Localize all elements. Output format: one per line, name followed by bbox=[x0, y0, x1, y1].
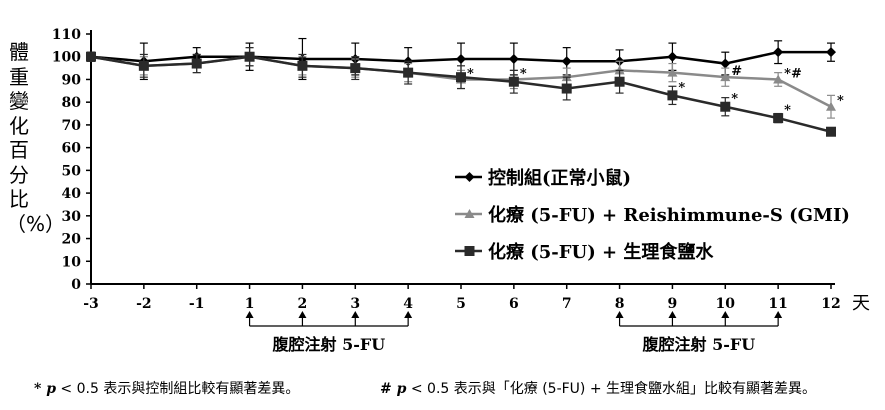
footnote-hash: # p < 0.5 表示與「化療 (5-FU) + 生理食鹽水組」比較有顯著差異… bbox=[380, 378, 816, 398]
x-tick-label: 1 bbox=[245, 296, 255, 312]
injection-label: 腹腔注射 5-FU bbox=[273, 335, 386, 354]
significance-mark: # bbox=[731, 64, 742, 79]
y-tick-label: 0 bbox=[71, 277, 81, 293]
series-point bbox=[667, 90, 678, 101]
injection-arrowhead bbox=[668, 311, 677, 318]
series-point bbox=[561, 83, 572, 94]
injection-arrowhead bbox=[615, 311, 624, 318]
footnote-hash-symbol: # p bbox=[380, 381, 407, 397]
injection-arrowhead bbox=[774, 311, 783, 318]
x-tick-label: 5 bbox=[456, 296, 466, 312]
y-tick-label: 100 bbox=[52, 50, 81, 66]
legend-label: 化療 (5-FU) + 生理食鹽水 bbox=[488, 241, 714, 263]
y-tick-label: 110 bbox=[52, 27, 81, 43]
x-tick-label: 10 bbox=[716, 296, 736, 312]
significance-mark: * bbox=[784, 103, 791, 118]
series-point bbox=[720, 101, 731, 112]
series-point bbox=[456, 72, 466, 83]
injection-arrowhead bbox=[351, 311, 360, 318]
significance-mark: * bbox=[520, 66, 527, 81]
y-tick-label: 30 bbox=[62, 209, 82, 225]
series-point bbox=[773, 74, 784, 84]
significance-mark: * bbox=[467, 66, 474, 81]
y-tick-label: 20 bbox=[62, 232, 82, 248]
series-point bbox=[773, 47, 784, 58]
series-point bbox=[464, 209, 475, 218]
series-point bbox=[244, 51, 255, 62]
injection-label: 腹腔注射 5-FU bbox=[643, 335, 756, 354]
x-tick-label: -2 bbox=[136, 296, 152, 312]
x-tick-label: 9 bbox=[668, 296, 678, 312]
footnote-star-symbol: * p bbox=[34, 381, 56, 397]
x-axis-unit: 天 bbox=[852, 293, 870, 314]
series-point bbox=[826, 47, 836, 58]
series-point bbox=[720, 72, 731, 82]
significance-mark: * bbox=[678, 80, 685, 95]
y-axis-label-text: 體重變化百分比（%） bbox=[6, 40, 66, 236]
x-tick-label: 2 bbox=[298, 296, 308, 312]
x-tick-label: -1 bbox=[189, 296, 205, 312]
series-point bbox=[297, 60, 308, 71]
y-tick-label: 80 bbox=[62, 95, 82, 111]
x-tick-label: 7 bbox=[562, 296, 572, 312]
series-point bbox=[191, 58, 202, 69]
series-point bbox=[138, 60, 149, 71]
injection-arrowhead bbox=[404, 311, 413, 318]
x-tick-label: 12 bbox=[821, 296, 840, 312]
series-point bbox=[464, 172, 475, 182]
y-axis-label: 體重變化百分比（%） bbox=[6, 40, 66, 236]
series-point bbox=[86, 51, 96, 62]
injection-arrowhead bbox=[298, 311, 307, 318]
series-point bbox=[561, 56, 572, 67]
y-tick-label: 50 bbox=[62, 163, 82, 179]
significance-mark: * bbox=[837, 94, 844, 109]
y-tick-label: 40 bbox=[62, 186, 82, 202]
y-tick-label: 10 bbox=[62, 254, 82, 270]
legend-label: 控制組(正常小鼠) bbox=[488, 167, 631, 189]
x-tick-label: 3 bbox=[350, 296, 360, 312]
significance-mark: *# bbox=[784, 66, 802, 81]
x-tick-label: 11 bbox=[768, 296, 787, 312]
footnote-star-text: < 0.5 表示與控制組比較有顯著差異。 bbox=[55, 381, 300, 397]
injection-arrowhead bbox=[245, 311, 254, 318]
significance-mark: * bbox=[731, 92, 738, 107]
series-point bbox=[403, 67, 414, 78]
series-point bbox=[508, 54, 519, 64]
footnote-hash-text: < 0.5 表示與「化療 (5-FU) + 生理食鹽水組」比較有顯著差異。 bbox=[406, 381, 817, 397]
legend-label: 化療 (5-FU) + Reishimmune-S (GMI) bbox=[488, 204, 850, 226]
x-tick-label: 6 bbox=[509, 296, 519, 312]
injection-arrowhead bbox=[721, 311, 730, 318]
y-tick-label: 60 bbox=[62, 141, 82, 157]
series-point bbox=[826, 101, 836, 111]
series-point bbox=[464, 246, 475, 256]
footnote-star: * p < 0.5 表示與控制組比較有顯著差異。 bbox=[34, 378, 299, 398]
y-tick-label: 70 bbox=[62, 118, 82, 134]
series-point bbox=[667, 51, 678, 62]
x-tick-label: 4 bbox=[403, 296, 413, 312]
series-point bbox=[826, 126, 836, 137]
series-point bbox=[350, 63, 361, 74]
series-point bbox=[773, 113, 784, 124]
series-point bbox=[508, 76, 519, 87]
y-tick-label: 90 bbox=[62, 72, 82, 88]
series-point bbox=[614, 76, 625, 87]
series-point bbox=[456, 54, 466, 64]
x-tick-label: 8 bbox=[615, 296, 625, 312]
x-tick-label: -3 bbox=[83, 296, 99, 312]
series-point bbox=[667, 67, 678, 77]
series-point bbox=[720, 58, 731, 69]
